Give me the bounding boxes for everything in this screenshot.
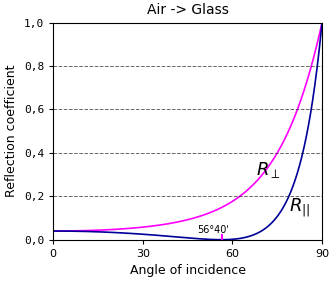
Y-axis label: Reflection coefficient: Reflection coefficient [5, 65, 18, 197]
X-axis label: Angle of incidence: Angle of incidence [129, 264, 246, 277]
Title: Air -> Glass: Air -> Glass [147, 3, 228, 17]
Text: $R_{||}$: $R_{||}$ [289, 197, 310, 219]
Text: $R_\perp$: $R_\perp$ [256, 160, 281, 180]
Text: 56°40': 56°40' [197, 225, 229, 235]
